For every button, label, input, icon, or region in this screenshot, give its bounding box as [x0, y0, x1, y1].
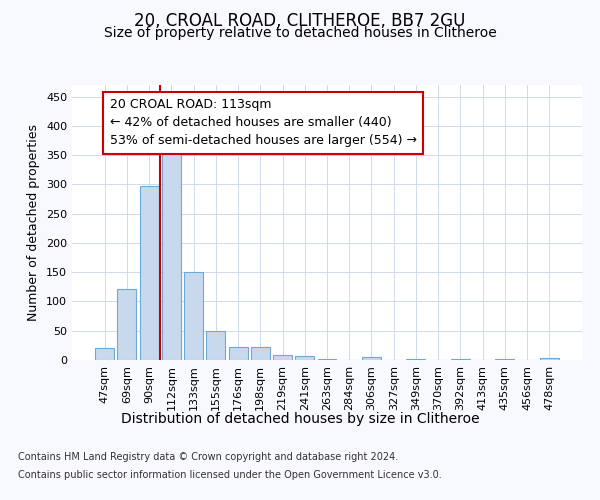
Bar	[362, 357, 381, 360]
Bar	[273, 356, 292, 360]
Text: Contains public sector information licensed under the Open Government Licence v3: Contains public sector information licen…	[18, 470, 442, 480]
Bar	[295, 356, 314, 360]
Y-axis label: Number of detached properties: Number of detached properties	[28, 124, 40, 321]
Text: 20, CROAL ROAD, CLITHEROE, BB7 2GU: 20, CROAL ROAD, CLITHEROE, BB7 2GU	[134, 12, 466, 30]
Bar	[251, 347, 270, 360]
Bar	[317, 359, 337, 360]
Bar	[162, 154, 181, 360]
Text: 20 CROAL ROAD: 113sqm
← 42% of detached houses are smaller (440)
53% of semi-det: 20 CROAL ROAD: 113sqm ← 42% of detached …	[110, 98, 416, 148]
Bar	[184, 272, 203, 360]
Text: Contains HM Land Registry data © Crown copyright and database right 2024.: Contains HM Land Registry data © Crown c…	[18, 452, 398, 462]
Bar	[406, 359, 425, 360]
Bar	[451, 359, 470, 360]
Bar	[140, 186, 158, 360]
Bar	[206, 330, 225, 360]
Text: Distribution of detached houses by size in Clitheroe: Distribution of detached houses by size …	[121, 412, 479, 426]
Text: Size of property relative to detached houses in Clitheroe: Size of property relative to detached ho…	[104, 26, 496, 40]
Bar	[229, 347, 248, 360]
Bar	[118, 288, 136, 360]
Bar	[496, 359, 514, 360]
Bar	[95, 348, 114, 360]
Bar	[540, 358, 559, 360]
